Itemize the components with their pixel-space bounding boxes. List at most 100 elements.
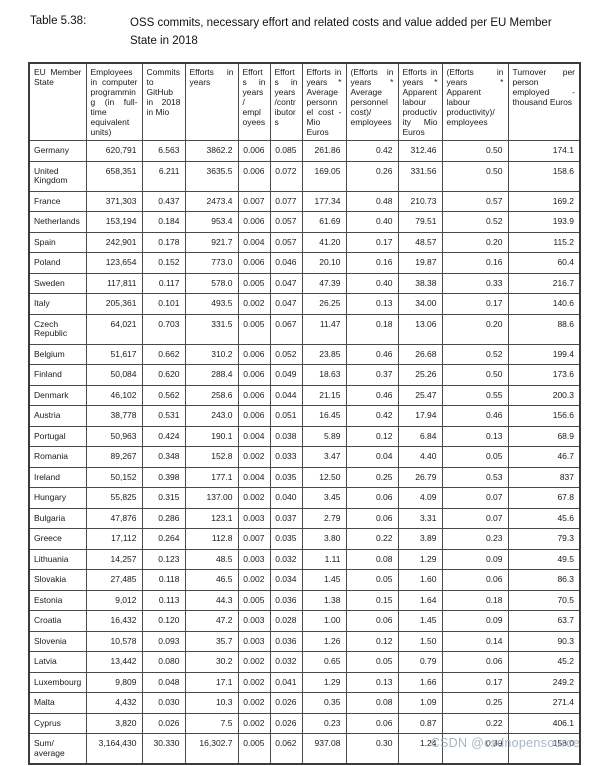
value-cell: 38,778 (85, 405, 143, 427)
value-cell: 46,102 (85, 384, 143, 406)
value-cell: 90.3 (507, 630, 581, 652)
value-cell: 0.032 (269, 548, 303, 570)
value-cell: 0.30 (345, 733, 399, 765)
value-cell: 0.65 (301, 651, 347, 673)
value-cell: 0.23 (301, 712, 347, 734)
value-cell: 0.22 (345, 528, 399, 550)
value-cell: 371,303 (85, 190, 143, 212)
value-cell: 0.006 (237, 384, 271, 406)
value-cell: 0.002 (237, 293, 271, 315)
value-cell: 0.093 (141, 630, 186, 652)
value-cell: 1.09 (397, 692, 443, 714)
value-cell: 0.006 (237, 140, 271, 162)
table-header-row: EU Member State Employees in computer pro… (28, 62, 581, 141)
value-cell: 0.003 (237, 630, 271, 652)
value-cell: 0.20 (441, 313, 509, 345)
value-cell: 70.5 (507, 589, 581, 611)
value-cell: 0.57 (441, 190, 509, 212)
member-state-cell: Germany (28, 140, 87, 162)
value-cell: 953.4 (184, 211, 239, 233)
member-state-cell: Czech Republic (28, 313, 87, 345)
value-cell: 0.703 (141, 313, 186, 345)
value-cell: 0.20 (441, 231, 509, 253)
value-cell: 3.89 (397, 528, 443, 550)
table-caption: Table 5.38: OSS commits, necessary effor… (30, 15, 570, 51)
value-cell: 200.3 (507, 384, 581, 406)
value-cell: 0.003 (237, 548, 271, 570)
value-cell: 0.08 (345, 548, 399, 570)
value-cell: 0.003 (237, 507, 271, 529)
value-cell: 1.66 (397, 671, 443, 693)
value-cell: 0.07 (441, 507, 509, 529)
value-cell: 9,809 (85, 671, 143, 693)
value-cell: 0.09 (441, 610, 509, 632)
value-cell: 18.63 (301, 364, 347, 386)
table-row: Cyprus 3,820 0.026 7.5 0.002 0.026 0.23 0.06 0.8… (28, 712, 581, 734)
value-cell: 4,432 (85, 692, 143, 714)
value-cell: 89,267 (85, 446, 143, 468)
value-cell: 1.60 (397, 569, 443, 591)
value-cell: 0.047 (269, 293, 303, 315)
value-cell: 0.13 (441, 425, 509, 447)
value-cell: 0.13 (345, 671, 399, 693)
value-cell: 0.17 (441, 293, 509, 315)
value-cell: 16,302.7 (184, 733, 239, 765)
value-cell: 331.5 (184, 313, 239, 345)
value-cell: 0.005 (237, 733, 271, 765)
value-cell: 0.032 (269, 651, 303, 673)
value-cell: 68.9 (507, 425, 581, 447)
value-cell: 169.05 (301, 160, 347, 192)
member-state-cell: Bulgaria (28, 507, 87, 529)
value-cell: 1.45 (397, 610, 443, 632)
value-cell: 38.38 (397, 272, 443, 294)
value-cell: 47,876 (85, 507, 143, 529)
value-cell: 0.120 (141, 610, 186, 632)
value-cell: 258.6 (184, 384, 239, 406)
member-state-cell: Portugal (28, 425, 87, 447)
value-cell: 11.47 (301, 313, 347, 345)
value-cell: 331.56 (397, 160, 443, 192)
value-cell: 0.036 (269, 589, 303, 611)
value-cell: 0.398 (141, 466, 186, 488)
value-cell: 0.006 (237, 343, 271, 365)
value-cell: 199.4 (507, 343, 581, 365)
value-cell: 0.06 (345, 610, 399, 632)
value-cell: 0.662 (141, 343, 186, 365)
value-cell: 0.06 (345, 487, 399, 509)
member-state-cell: Italy (28, 293, 87, 315)
value-cell: 30.330 (141, 733, 186, 765)
value-cell: 288.4 (184, 364, 239, 386)
value-cell: 261.86 (301, 140, 347, 162)
value-cell: 0.17 (441, 671, 509, 693)
value-cell: 49.5 (507, 548, 581, 570)
column-header: (Efforts in years * Average personnel co… (345, 62, 399, 141)
value-cell: 64,021 (85, 313, 143, 345)
value-cell: 3862.2 (184, 140, 239, 162)
value-cell: 21.15 (301, 384, 347, 406)
member-state-cell: Estonia (28, 589, 87, 611)
value-cell: 0.35 (301, 692, 347, 714)
value-cell: 0.06 (345, 507, 399, 529)
value-cell: 216.7 (507, 272, 581, 294)
value-cell: 46.7 (507, 446, 581, 468)
value-cell: 0.003 (237, 610, 271, 632)
value-cell: 312.46 (397, 140, 443, 162)
table-row: France 371,303 0.437 2473.4 0.007 0.077 177.34… (28, 190, 581, 212)
member-state-cell: Croatia (28, 610, 87, 632)
value-cell: 14,257 (85, 548, 143, 570)
value-cell: 47.39 (301, 272, 347, 294)
value-cell: 0.06 (441, 569, 509, 591)
value-cell: 0.12 (345, 630, 399, 652)
value-cell: 0.40 (345, 272, 399, 294)
value-cell: 0.033 (269, 446, 303, 468)
value-cell: 0.531 (141, 405, 186, 427)
value-cell: 1.45 (301, 569, 347, 591)
value-cell: 6.211 (141, 160, 186, 192)
value-cell: 13,442 (85, 651, 143, 673)
member-state-cell: Lithuania (28, 548, 87, 570)
value-cell: 26.79 (397, 466, 443, 488)
value-cell: 0.620 (141, 364, 186, 386)
value-cell: 0.044 (269, 384, 303, 406)
value-cell: 837 (507, 466, 581, 488)
table-row: Luxembourg 9,809 0.048 17.1 0.002 0.041 1.29 0.… (28, 671, 581, 693)
